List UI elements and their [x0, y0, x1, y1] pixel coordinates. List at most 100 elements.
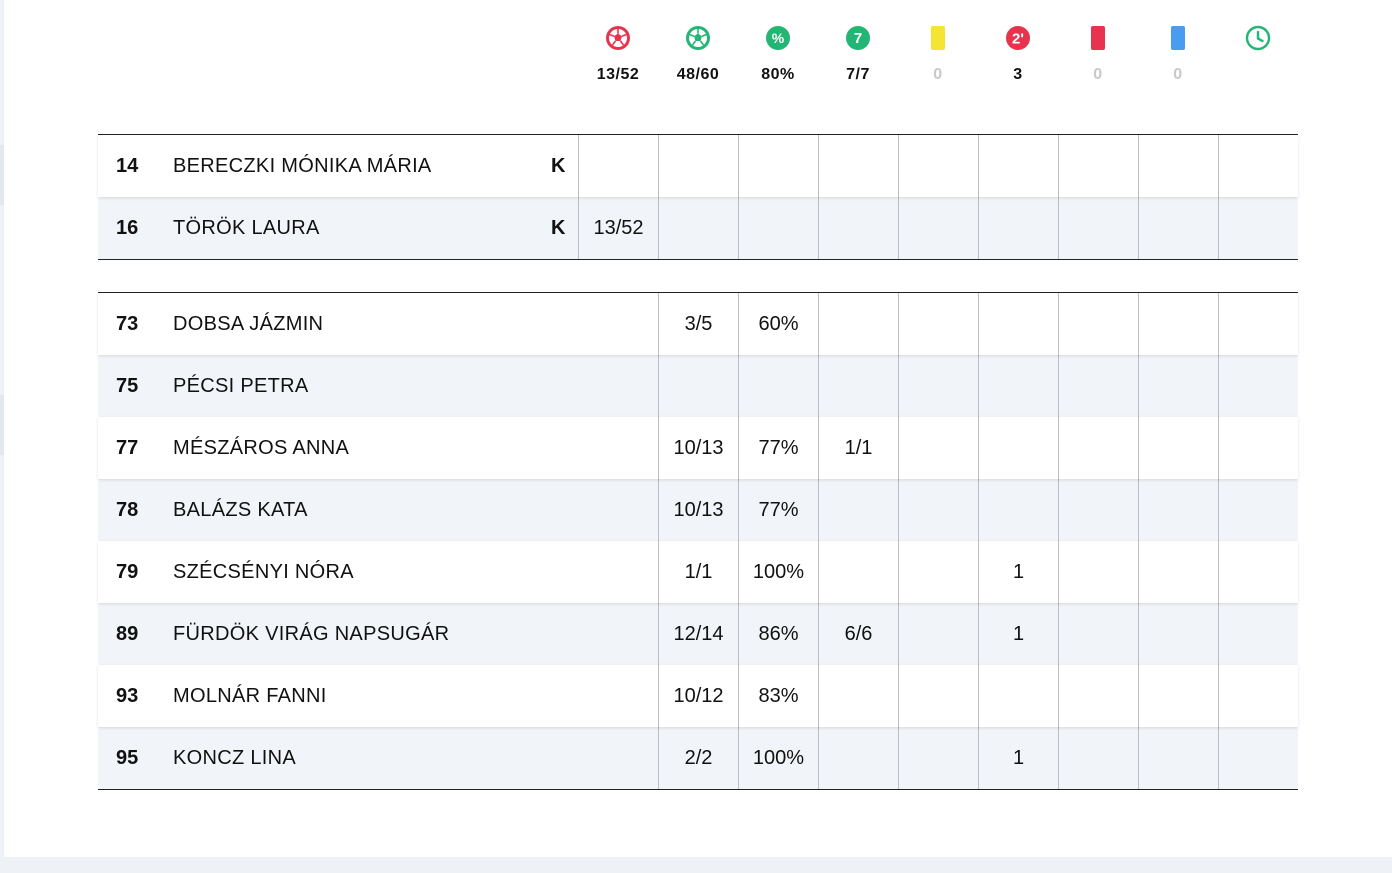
- player-name[interactable]: DOBSA JÁZMIN: [173, 313, 324, 335]
- percentage-cell: 77%: [738, 417, 818, 479]
- percentage-cell: 86%: [738, 603, 818, 665]
- red-card-cell: [1058, 727, 1138, 789]
- blue-card-cell: [1138, 417, 1218, 479]
- two-minute-cell: 1: [978, 603, 1058, 665]
- playing-time-cell: [1218, 727, 1298, 789]
- team-summary-header: 13/52 48/60 % 80% 7 7/7 0 2': [0, 0, 1392, 110]
- player-name[interactable]: FÜRDÖK VIRÁG NAPSUGÁR: [173, 623, 450, 645]
- seven-meter-cell: 1/1: [818, 417, 898, 479]
- two-minute-icon-label: 2': [1012, 31, 1024, 48]
- seven-meter-cell: [818, 665, 898, 727]
- saves-cell: 13/52: [578, 197, 658, 259]
- two-minute-cell: [978, 479, 1058, 541]
- table-row[interactable]: 77 MÉSZÁROS ANNA 10/13 77% 1/1: [98, 417, 1298, 479]
- table-row[interactable]: 95 KONCZ LINA 2/2 100% 1: [98, 727, 1298, 789]
- blue-card-cell: [1138, 479, 1218, 541]
- summary-seven-meter: 7 7/7: [818, 24, 898, 84]
- player-number: 78: [116, 499, 139, 521]
- yellow-card-icon: [931, 26, 945, 50]
- table-row[interactable]: 73 DOBSA JÁZMIN 3/5 60%: [98, 293, 1298, 355]
- table-row[interactable]: 78 BALÁZS KATA 10/13 77%: [98, 479, 1298, 541]
- goals-cell: 12/14: [658, 603, 738, 665]
- player-name[interactable]: TÖRÖK LAURA: [173, 217, 320, 239]
- red-card-cell: [1058, 603, 1138, 665]
- seven-meter-cell: [818, 293, 898, 355]
- two-minute-cell: [978, 293, 1058, 355]
- percentage-cell: 60%: [738, 293, 818, 355]
- percentage-cell: [738, 355, 818, 417]
- seven-meter-cell: [818, 135, 898, 197]
- summary-blue-cards: 0: [1138, 24, 1218, 84]
- player-name[interactable]: BALÁZS KATA: [173, 499, 308, 521]
- goals-cell: 3/5: [658, 293, 738, 355]
- two-minute-cell: 1: [978, 727, 1058, 789]
- percentage-cell: [738, 135, 818, 197]
- left-edge-marker: [0, 145, 4, 205]
- seven-meter-cell: [818, 727, 898, 789]
- goalkeeper-badge: K: [551, 155, 566, 177]
- seven-meter-cell: [818, 541, 898, 603]
- goals-cell: 1/1: [658, 541, 738, 603]
- player-number: 73: [116, 313, 139, 335]
- red-card-cell: [1058, 479, 1138, 541]
- red-card-cell: [1058, 355, 1138, 417]
- summary-saves: 13/52: [578, 24, 658, 84]
- goals-cell: 2/2: [658, 727, 738, 789]
- summary-saves-value: 13/52: [596, 66, 640, 83]
- two-minute-cell: [978, 665, 1058, 727]
- playing-time-cell: [1218, 665, 1298, 727]
- seven-meter-cell: [818, 197, 898, 259]
- goals-cell: [658, 135, 738, 197]
- playing-time-cell: [1218, 479, 1298, 541]
- seven-meter-icon: 7: [846, 26, 870, 50]
- goals-cell: 10/13: [658, 417, 738, 479]
- goals-cell: 10/12: [658, 665, 738, 727]
- percentage-icon: %: [766, 26, 790, 50]
- yellow-card-cell: [898, 197, 978, 259]
- red-card-cell: [1058, 541, 1138, 603]
- percentage-cell: [738, 197, 818, 259]
- seven-meter-cell: [818, 479, 898, 541]
- player-name[interactable]: MOLNÁR FANNI: [173, 685, 327, 707]
- red-card-cell: [1058, 665, 1138, 727]
- two-minute-suspension-icon: 2': [1006, 26, 1030, 50]
- player-number: 95: [116, 747, 139, 769]
- table-row[interactable]: 14 BERECZKI MÓNIKA MÁRIA K: [98, 135, 1298, 197]
- goals-ball-icon: [686, 26, 710, 50]
- summary-red-cards-value: 0: [1093, 66, 1103, 83]
- playing-time-cell: [1218, 197, 1298, 259]
- player-name[interactable]: PÉCSI PETRA: [173, 375, 309, 397]
- player-name[interactable]: SZÉCSÉNYI NÓRA: [173, 561, 354, 583]
- field-players-table: 73 DOBSA JÁZMIN 3/5 60% 75 PÉCSI PETRA 7…: [98, 292, 1298, 790]
- player-name[interactable]: MÉSZÁROS ANNA: [173, 437, 350, 459]
- red-card-cell: [1058, 135, 1138, 197]
- blue-card-cell: [1138, 603, 1218, 665]
- player-name[interactable]: BERECZKI MÓNIKA MÁRIA: [173, 155, 432, 177]
- percentage-cell: 100%: [738, 727, 818, 789]
- percentage-cell: 83%: [738, 665, 818, 727]
- table-row[interactable]: 75 PÉCSI PETRA: [98, 355, 1298, 417]
- table-row[interactable]: 79 SZÉCSÉNYI NÓRA 1/1 100% 1: [98, 541, 1298, 603]
- player-number: 75: [116, 375, 139, 397]
- summary-goals: 48/60: [658, 24, 738, 84]
- yellow-card-cell: [898, 293, 978, 355]
- summary-goals-value: 48/60: [676, 66, 720, 83]
- summary-seven-meter-value: 7/7: [846, 66, 870, 83]
- summary-two-minutes: 2' 3: [978, 24, 1058, 84]
- yellow-card-cell: [898, 665, 978, 727]
- player-number: 14: [116, 155, 139, 177]
- table-row[interactable]: 16 TÖRÖK LAURA K 13/52: [98, 197, 1298, 259]
- player-name[interactable]: KONCZ LINA: [173, 747, 297, 769]
- summary-playing-time: [1218, 24, 1298, 66]
- saves-cell: [578, 135, 658, 197]
- playing-time-cell: [1218, 541, 1298, 603]
- table-row[interactable]: 93 MOLNÁR FANNI 10/12 83%: [98, 665, 1298, 727]
- player-number: 16: [116, 217, 139, 239]
- seven-meter-cell: 6/6: [818, 603, 898, 665]
- red-card-cell: [1058, 417, 1138, 479]
- yellow-card-cell: [898, 135, 978, 197]
- player-number: 93: [116, 685, 139, 707]
- table-row[interactable]: 89 FÜRDÖK VIRÁG NAPSUGÁR 12/14 86% 6/6 1: [98, 603, 1298, 665]
- goals-cell: [658, 355, 738, 417]
- blue-card-cell: [1138, 541, 1218, 603]
